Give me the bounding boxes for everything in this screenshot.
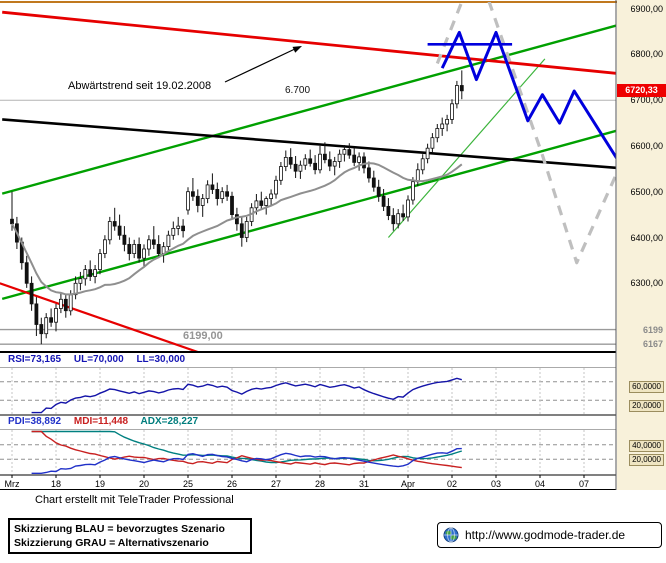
- x-tick-label: 02: [447, 479, 457, 489]
- top-accent-line: [0, 1, 666, 3]
- price-axis-column[interactable]: 6900,00 6800,00 6700,00 6600,00 6500,00 6400,…: [617, 0, 666, 490]
- mdi-value-label: MDI=11,448: [73, 416, 129, 427]
- x-tick-label: 31: [359, 479, 369, 489]
- rsi-lower-level-label: LL=30,000: [136, 354, 186, 365]
- price-axis-label: 6300,00: [630, 278, 663, 289]
- annotation-arrow-head: [292, 46, 302, 53]
- x-tick-label: 26: [227, 479, 237, 489]
- dmi-axis-label: 20,0000: [629, 454, 664, 467]
- legend-gray-scenario: Skizzierung GRAU = Alternativszenario: [14, 537, 209, 549]
- candles: [10, 70, 464, 345]
- globe-icon: [443, 527, 459, 543]
- downtrend-annotation: Abwärtstrend seit 19.02.2008: [68, 80, 212, 92]
- green-minor-trendline: [387, 58, 546, 238]
- x-tick-label: Apr: [401, 479, 415, 489]
- x-tick-label: 04: [535, 479, 545, 489]
- price-axis-label: 6600,00: [630, 140, 663, 151]
- red-downtrend-line: [2, 10, 616, 75]
- rsi-upper-level-label: UL=70,000: [73, 354, 124, 365]
- annotation-arrow-line: [224, 47, 298, 83]
- support-price-label: 6167: [642, 339, 663, 350]
- adx-value-label: ADX=28,227: [140, 416, 199, 427]
- blue-preferred-scenario-line: [440, 30, 616, 160]
- credit-text: Chart erstellt mit TeleTrader Profession…: [35, 494, 234, 506]
- rsi-label-row: RSI=73,165 UL=70,000 LL=30,000: [8, 354, 195, 365]
- x-tick-label: 19: [95, 479, 105, 489]
- support-price-label: 6199: [642, 324, 663, 335]
- price-axis-label: 6500,00: [630, 186, 663, 197]
- x-tick-label: Mrz: [5, 479, 20, 489]
- pdi-value-label: PDI=38,892: [8, 416, 62, 427]
- dmi-label-row: PDI=38,892 MDI=11,448 ADX=28,227: [8, 416, 208, 427]
- x-tick-label: 18: [51, 479, 61, 489]
- x-tick-label: 25: [183, 479, 193, 489]
- x-tick-label: 28: [315, 479, 325, 489]
- mdi-line: [31, 430, 462, 469]
- website-url: http://www.godmode-trader.de: [465, 528, 626, 542]
- price-axis-label: 6900,00: [630, 3, 663, 14]
- price-axis-label: 6800,00: [630, 49, 663, 60]
- scenario-legend-box: Skizzierung BLAU = bevorzugtes Szenario …: [8, 518, 252, 554]
- rsi-axis-label: 20,0000: [629, 399, 664, 412]
- red-minor-trendline: [0, 282, 199, 352]
- green-channel-lower-line: [1, 129, 616, 301]
- legend-blue-scenario: Skizzierung BLAU = bevorzugtes Szenario: [14, 523, 225, 535]
- main-plot-group: [0, 2, 616, 352]
- x-tick-label: 03: [491, 479, 501, 489]
- gray-alternative-scenario-line: [435, 2, 616, 265]
- price-chart-canvas[interactable]: Mrz 18 19 20 25 26 27 28 31 Apr 02 03 04 07: [0, 0, 617, 490]
- price-axis-label: 6700,00: [630, 95, 663, 106]
- pdi-line: [31, 447, 462, 474]
- support-6199-label: 6199,00: [183, 330, 223, 342]
- x-tick-label: 20: [139, 479, 149, 489]
- rsi-value-label: RSI=73,165: [8, 354, 62, 365]
- level-6700-label: 6.700: [285, 85, 311, 96]
- price-axis-label: 6400,00: [630, 232, 663, 243]
- green-channel-upper-line: [1, 24, 616, 195]
- rsi-line: [31, 377, 462, 414]
- adx-line: [31, 430, 463, 464]
- rsi-axis-label: 60,0000: [629, 381, 664, 394]
- dmi-axis-label: 40,0000: [629, 439, 664, 452]
- x-tick-label: 27: [271, 479, 281, 489]
- last-price-box: 6720,33: [617, 84, 666, 98]
- moving-average-line: [11, 162, 463, 296]
- black-trendline: [2, 118, 616, 170]
- website-box[interactable]: http://www.godmode-trader.de: [437, 522, 662, 548]
- x-tick-label: 07: [579, 479, 589, 489]
